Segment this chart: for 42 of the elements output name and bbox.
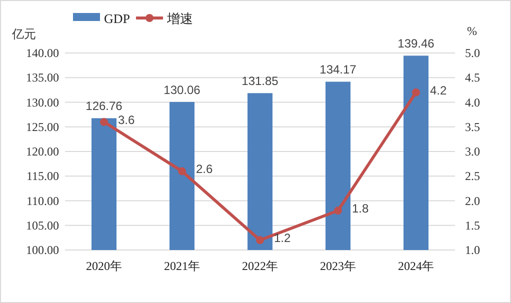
data-label: 3.6 <box>118 112 136 127</box>
data-label: 1.8 <box>352 202 370 216</box>
x-tick-label: 2021年 <box>164 259 200 273</box>
y2-tick-label: 1.5 <box>465 218 480 232</box>
y2-tick-label: 4.0 <box>465 95 480 110</box>
y2-tick-label: 3.5 <box>465 120 480 134</box>
data-label: 131.85 <box>242 74 279 88</box>
x-tick-label: 2022年 <box>242 259 278 273</box>
x-tick-label: 2024年 <box>398 259 434 273</box>
y2-tick-label: 2.0 <box>465 194 480 208</box>
x-tick-label: 2023年 <box>320 259 356 273</box>
legend-label: 增速 <box>166 11 194 26</box>
point <box>256 236 264 244</box>
data-label: 4.2 <box>430 83 448 98</box>
y-tick-label: 135.00 <box>26 70 59 85</box>
point <box>334 206 342 215</box>
y2-tick-label: 2.5 <box>465 169 480 184</box>
y2-axis-title: % <box>467 24 477 38</box>
data-label: 134.17 <box>320 62 357 77</box>
data-label: 1.2 <box>274 231 292 246</box>
legend-label: GDP <box>104 11 130 26</box>
point <box>412 88 420 96</box>
data-label: 130.06 <box>164 82 201 97</box>
y2-tick-label: 3.0 <box>465 144 480 158</box>
y-axis-title: 亿元 <box>11 27 36 41</box>
y-tick-label: 130.00 <box>26 95 59 110</box>
x-tick-label: 2020年 <box>86 259 122 273</box>
point <box>178 167 186 176</box>
data-label: 2.6 <box>196 162 214 176</box>
data-label: 126.76 <box>86 99 123 114</box>
y2-tick-label: 5.0 <box>465 46 480 60</box>
y-tick-label: 105.00 <box>26 218 59 232</box>
y-tick-label: 120.00 <box>26 144 59 158</box>
point <box>100 118 108 126</box>
y-tick-label: 140.00 <box>26 46 59 60</box>
y2-tick-label: 1.0 <box>465 243 480 257</box>
y-tick-label: 100.00 <box>26 243 59 257</box>
y-tick-label: 115.00 <box>26 169 59 184</box>
y-tick-label: 125.00 <box>26 120 59 134</box>
y-tick-label: 110.00 <box>26 194 59 208</box>
y2-tick-label: 4.5 <box>465 70 480 85</box>
data-label: 139.46 <box>398 36 435 51</box>
